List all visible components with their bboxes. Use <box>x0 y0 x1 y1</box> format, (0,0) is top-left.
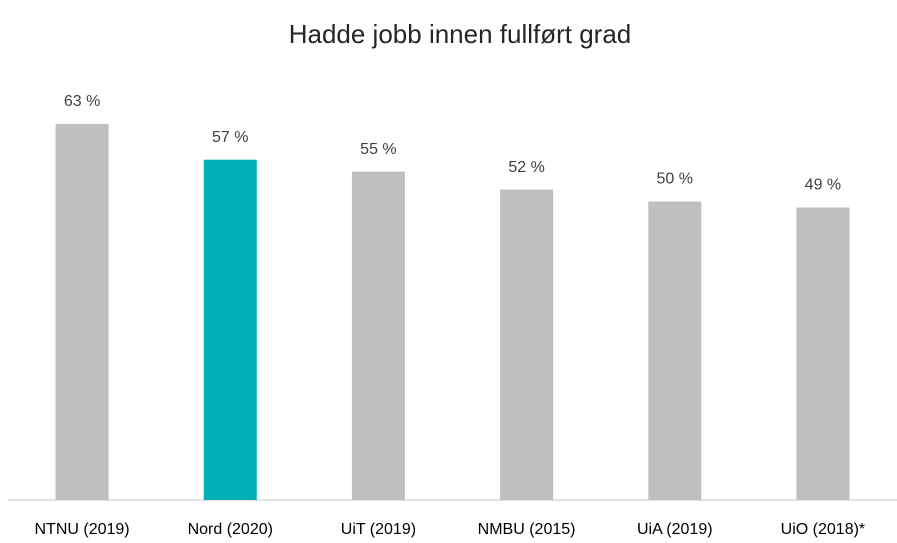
bar <box>648 201 702 500</box>
x-tick-label: NTNU (2019) <box>35 521 130 538</box>
value-label: 50 % <box>657 171 693 188</box>
x-tick-label: UiT (2019) <box>341 521 416 538</box>
x-tick-label: NMBU (2015) <box>478 521 576 538</box>
x-tick-label: UiO (2018)* <box>781 521 865 538</box>
bar <box>55 123 109 500</box>
chart-title: Hadde jobb innen fullført grad <box>289 19 632 49</box>
value-label: 63 % <box>64 93 100 110</box>
value-label: 52 % <box>508 159 544 176</box>
bar <box>351 171 405 500</box>
bar <box>796 207 850 500</box>
value-label: 49 % <box>805 177 841 194</box>
bar <box>500 189 554 500</box>
bar <box>203 159 257 500</box>
value-label: 57 % <box>212 129 248 146</box>
value-label: 55 % <box>360 141 396 158</box>
x-tick-label: Nord (2020) <box>188 521 273 538</box>
x-tick-label: UiA (2019) <box>637 521 713 538</box>
